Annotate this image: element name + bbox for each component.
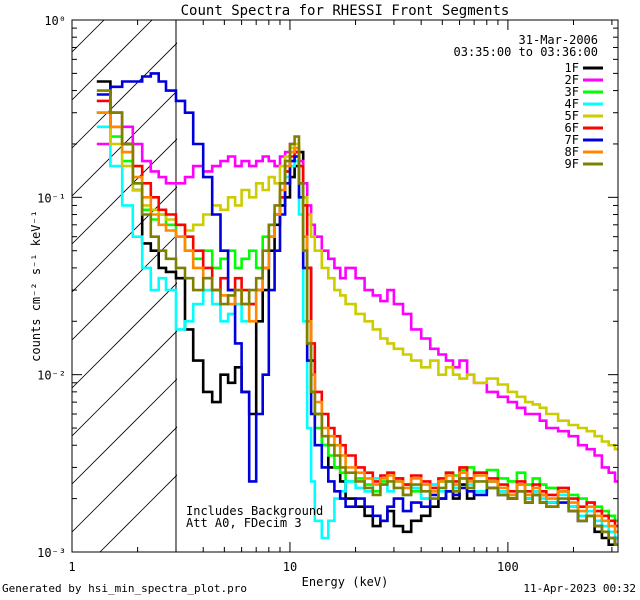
annotation-background: Includes Background [186, 504, 323, 518]
footer-generated-by: Generated by hsi_min_spectra_plot.pro [2, 582, 248, 595]
y-tick-label: 10⁰ [44, 14, 66, 28]
series-line-5f [96, 111, 618, 451]
hatch-line [72, 90, 177, 197]
chart-time-range: 03:35:00 to 03:36:00 [454, 45, 599, 59]
x-axis-label: Energy (keV) [302, 575, 389, 589]
hatch-line [72, 138, 177, 245]
y-tick-label: 10⁻³ [37, 546, 66, 560]
chart-date: 31-Mar-2006 [519, 33, 598, 47]
legend-label-7f: 7F [565, 133, 579, 147]
x-tick-labels: 1 10 100 [68, 560, 518, 574]
y-tick-label: 10⁻² [37, 369, 66, 383]
legend-label-4f: 4F [565, 97, 579, 111]
x-tick-label: 10 [283, 560, 297, 574]
hatch-line [72, 42, 177, 149]
x-tick-label: 100 [497, 560, 519, 574]
series-group [96, 72, 618, 546]
y-tick-labels: 10⁻³ 10⁻² 10⁻¹ 10⁰ [37, 14, 66, 560]
hatched-region [72, 20, 177, 552]
legend-label-8f: 8F [565, 145, 579, 159]
hatch-line [72, 426, 177, 533]
y-axis-label: counts cm⁻² s⁻¹ keV⁻¹ [29, 210, 43, 362]
axis-ticks [71, 20, 618, 553]
legend-label-1f: 1F [565, 61, 579, 75]
plot-frame [71, 19, 619, 553]
hatch-line [72, 330, 177, 437]
x-tick-label: 1 [68, 560, 75, 574]
hatch-line [72, 282, 177, 389]
hatch-line [72, 186, 177, 293]
series-line-3f [96, 111, 618, 523]
legend-label-2f: 2F [565, 73, 579, 87]
footer-timestamp: 11-Apr-2023 00:32 [523, 582, 636, 595]
hatch-line [72, 378, 177, 485]
series-line-9f [96, 89, 618, 546]
hatch-line [72, 234, 177, 341]
legend-label-6f: 6F [565, 121, 579, 135]
legend-label-5f: 5F [565, 109, 579, 123]
legend-label-9f: 9F [565, 157, 579, 171]
chart-title: Count Spectra for RHESSI Front Segments [181, 3, 510, 19]
y-tick-label: 10⁻¹ [37, 191, 66, 205]
series-line-6f [96, 99, 618, 528]
series-line-2f [96, 111, 618, 483]
hatch-line [99, 474, 177, 552]
legend-label-3f: 3F [565, 85, 579, 99]
annotation-attenuator: Att A0, FDecim 3 [186, 516, 302, 530]
